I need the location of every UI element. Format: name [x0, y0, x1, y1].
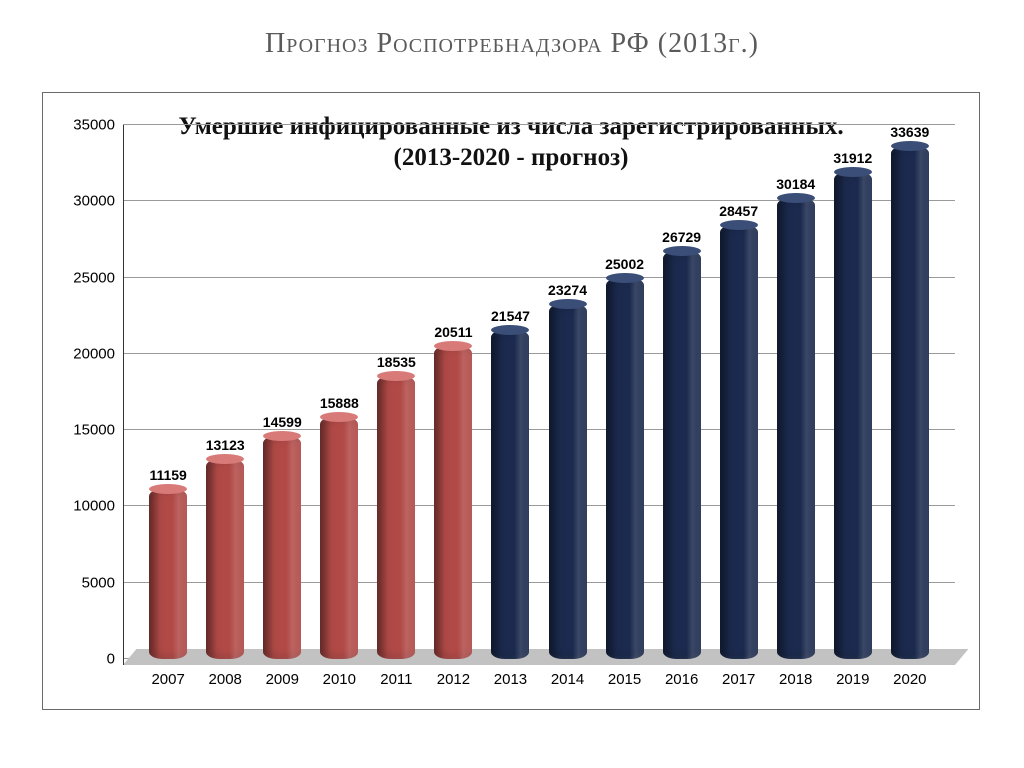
- bar-slot: 131232008: [206, 125, 244, 659]
- bar: 23274: [549, 304, 587, 659]
- plot-area: 05000100001500020000250003000035000 1115…: [123, 125, 955, 659]
- bar-slot: 185352011: [377, 125, 415, 659]
- y-tick-label: 5000: [82, 574, 115, 591]
- bar-value-label: 11159: [149, 467, 186, 483]
- bar-front: [777, 198, 815, 659]
- x-tick-label: 2010: [323, 671, 356, 688]
- bar-front: [263, 436, 301, 659]
- y-tick-label: 0: [107, 651, 115, 668]
- bar: 15888: [320, 417, 358, 659]
- bar-value-label: 20511: [434, 324, 472, 340]
- bar: 30184: [777, 198, 815, 659]
- y-tick-label: 10000: [73, 498, 115, 515]
- bar-value-label: 25002: [605, 256, 644, 272]
- slide-title: Прогноз Роспотребнадзора РФ (2013г.): [0, 0, 1024, 78]
- slide: Прогноз Роспотребнадзора РФ (2013г.) Уме…: [0, 0, 1024, 768]
- bar-front: [663, 251, 701, 659]
- bar-slot: 267292016: [663, 125, 701, 659]
- bar-value-label: 15888: [320, 395, 359, 411]
- bar: 31912: [834, 172, 872, 659]
- bar: 21547: [491, 330, 529, 659]
- bar-front: [834, 172, 872, 659]
- bar-slot: 301842018: [777, 125, 815, 659]
- bar-slot: 145992009: [263, 125, 301, 659]
- x-tick-label: 2016: [665, 671, 698, 688]
- bar-front: [891, 146, 929, 659]
- x-tick-label: 2018: [779, 671, 812, 688]
- bar-front: [320, 417, 358, 659]
- chart-frame: Умершие инфицированные из числа зарегист…: [42, 92, 980, 710]
- bar-slot: 205112012: [434, 125, 472, 659]
- y-tick-label: 35000: [73, 117, 115, 134]
- y-tick-label: 15000: [73, 422, 115, 439]
- x-tick-label: 2017: [722, 671, 755, 688]
- bar-value-label: 28457: [719, 203, 758, 219]
- x-tick-label: 2007: [151, 671, 184, 688]
- bar-front: [491, 330, 529, 659]
- bar: 18535: [377, 376, 415, 659]
- bar-slot: 284572017: [720, 125, 758, 659]
- x-tick-label: 2008: [209, 671, 242, 688]
- bar-front: [206, 459, 244, 659]
- x-tick-label: 2015: [608, 671, 641, 688]
- bar-slot: 215472013: [491, 125, 529, 659]
- bar-top: [891, 141, 929, 151]
- bar-slot: 158882010: [320, 125, 358, 659]
- bar-front: [606, 278, 644, 659]
- bar-slot: 232742014: [549, 125, 587, 659]
- bar-top: [149, 484, 187, 494]
- bar-value-label: 14599: [263, 414, 302, 430]
- bar: 20511: [434, 346, 472, 659]
- bar-slot: 336392020: [891, 125, 929, 659]
- bar-value-label: 30184: [776, 176, 815, 192]
- bar-front: [549, 304, 587, 659]
- bar-top: [320, 412, 358, 422]
- y-tick-label: 20000: [73, 345, 115, 362]
- x-tick-label: 2011: [380, 671, 412, 688]
- slide-badge: [978, 698, 1024, 740]
- bar-value-label: 31912: [833, 150, 872, 166]
- bar-slot: 111592007: [149, 125, 187, 659]
- x-tick-label: 2013: [494, 671, 527, 688]
- x-tick-label: 2020: [893, 671, 926, 688]
- bar-slot: 319122019: [834, 125, 872, 659]
- bar-front: [149, 489, 187, 659]
- bar: 28457: [720, 225, 758, 659]
- bar-top: [549, 299, 587, 309]
- x-tick-label: 2009: [266, 671, 299, 688]
- bar-value-label: 21547: [491, 308, 530, 324]
- bar-value-label: 23274: [548, 282, 587, 298]
- y-tick-label: 30000: [73, 193, 115, 210]
- bar: 14599: [263, 436, 301, 659]
- bar-value-label: 33639: [890, 124, 929, 140]
- bar-top: [834, 167, 872, 177]
- bar-front: [377, 376, 415, 659]
- bar: 13123: [206, 459, 244, 659]
- bar-top: [720, 220, 758, 230]
- y-tick-label: 25000: [73, 269, 115, 286]
- x-tick-label: 2012: [437, 671, 470, 688]
- bar-front: [434, 346, 472, 659]
- bar-top: [606, 273, 644, 283]
- bar-value-label: 18535: [377, 354, 416, 370]
- bars-container: 111592007 131232008 145992009 158882010 1853…: [123, 125, 955, 659]
- bar: 11159: [149, 489, 187, 659]
- bar-value-label: 26729: [662, 229, 701, 245]
- bar: 33639: [891, 146, 929, 659]
- bar: 25002: [606, 278, 644, 659]
- x-tick-label: 2014: [551, 671, 584, 688]
- x-tick-label: 2019: [836, 671, 869, 688]
- bar-value-label: 13123: [206, 437, 245, 453]
- bar-slot: 250022015: [606, 125, 644, 659]
- bar-front: [720, 225, 758, 659]
- bar-top: [206, 454, 244, 464]
- bar: 26729: [663, 251, 701, 659]
